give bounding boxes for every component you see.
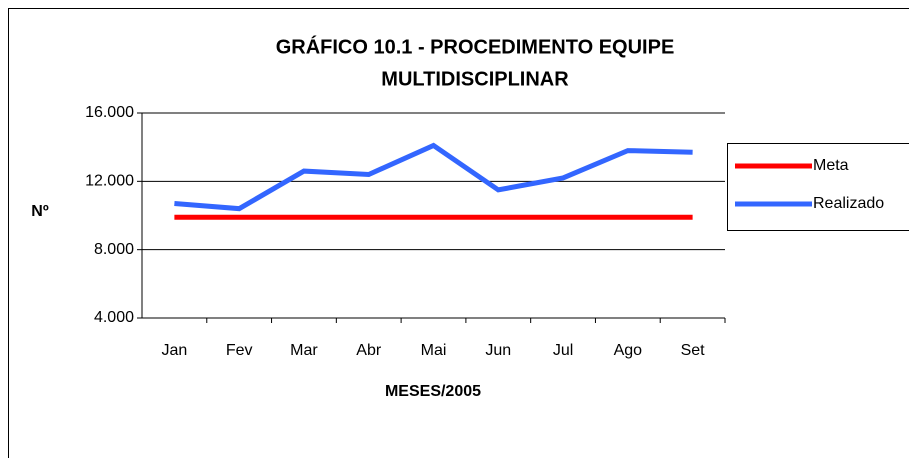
x-tick-label: Set [681, 342, 706, 359]
y-tick-label: 12.000 [85, 173, 134, 190]
x-tick-label: Jul [553, 342, 573, 359]
legend-label: Meta [813, 157, 849, 174]
y-tick-label: 4.000 [94, 309, 134, 326]
y-tick-label: 16.000 [85, 104, 134, 121]
x-tick-label: Jun [485, 342, 511, 359]
x-tick-label: Ago [614, 342, 643, 359]
x-axis-label: MESES/2005 [385, 383, 481, 400]
x-tick-label: Jan [161, 342, 187, 359]
x-tick-label: Abr [356, 342, 382, 359]
chart-title: MULTIDISCIPLINAR [381, 68, 569, 90]
x-tick-label: Mai [421, 342, 447, 359]
y-tick-label: 8.000 [94, 241, 134, 258]
x-tick-label: Mar [290, 342, 318, 359]
series-line [174, 142, 693, 212]
legend-box [727, 143, 909, 231]
legend-label: Realizado [813, 195, 884, 212]
y-axis-label: Nº [31, 203, 49, 220]
x-tick-label: Fev [226, 342, 253, 359]
chart-border [8, 8, 909, 458]
chart-title: GRÁFICO 10.1 - PROCEDIMENTO EQUIPE [276, 35, 675, 58]
